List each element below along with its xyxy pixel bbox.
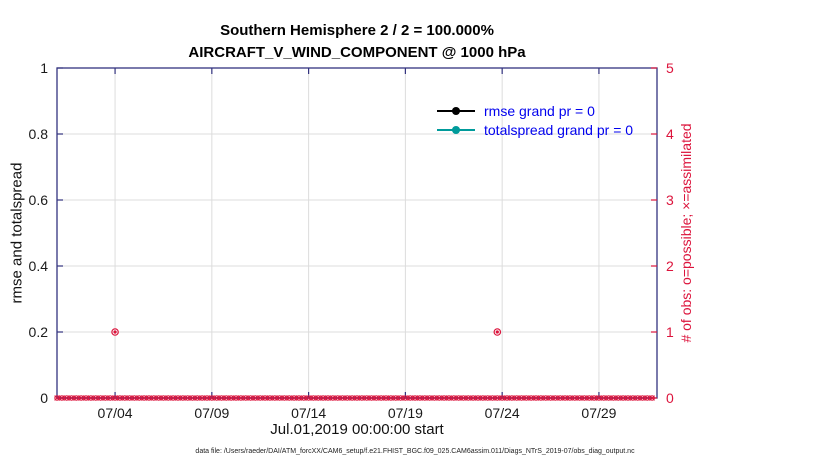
svg-text:0.2: 0.2 <box>29 324 49 340</box>
legend-label-rmse: rmse grand pr = 0 <box>484 102 595 119</box>
svg-text:4: 4 <box>666 126 674 142</box>
svg-text:5: 5 <box>666 60 674 76</box>
legend-item-totalspread: totalspread grand pr = 0 <box>437 120 633 139</box>
grid-lines <box>57 68 657 398</box>
legend: rmse grand pr = 0 totalspread grand pr =… <box>437 101 633 139</box>
svg-text:0.8: 0.8 <box>29 126 49 142</box>
chart-title: Southern Hemisphere 2 / 2 = 100.000% <box>220 22 494 39</box>
svg-text:1: 1 <box>40 60 48 76</box>
totalspread-line-marker-icon <box>437 125 475 135</box>
tick-labels: 07/04 07/09 07/14 07/19 07/24 07/29 0 0.2 0.4 0.6… <box>29 60 674 421</box>
right-axis-label: # of obs: o=possible; ×=assimilated <box>678 123 694 343</box>
svg-text:0: 0 <box>40 390 48 406</box>
chart-subtitle: AIRCRAFT_V_WIND_COMPONENT @ 1000 hPa <box>188 44 526 61</box>
data-file-path: data file: /Users/raeder/DAI/ATM_forcXX/… <box>195 448 635 455</box>
svg-text:0: 0 <box>666 390 674 406</box>
legend-label-totalspread: totalspread grand pr = 0 <box>484 121 634 138</box>
svg-text:07/19: 07/19 <box>388 405 423 421</box>
x-axis-label: Jul.01,2019 00:00:00 start <box>270 421 444 438</box>
svg-text:07/04: 07/04 <box>98 405 133 421</box>
svg-text:3: 3 <box>666 192 674 208</box>
svg-text:1: 1 <box>666 324 674 340</box>
left-axis-label: rmse and totalspread <box>8 162 26 304</box>
axis-ticks <box>57 67 657 399</box>
data-markers <box>54 328 655 401</box>
svg-text:2: 2 <box>666 258 674 274</box>
svg-text:07/24: 07/24 <box>485 405 520 421</box>
svg-text:07/14: 07/14 <box>291 405 326 421</box>
svg-text:0.4: 0.4 <box>29 258 49 274</box>
svg-text:07/29: 07/29 <box>581 405 616 421</box>
svg-text:07/09: 07/09 <box>194 405 229 421</box>
legend-item-rmse: rmse grand pr = 0 <box>437 101 633 120</box>
svg-text:0.6: 0.6 <box>29 192 49 208</box>
rmse-line-marker-icon <box>437 106 475 116</box>
